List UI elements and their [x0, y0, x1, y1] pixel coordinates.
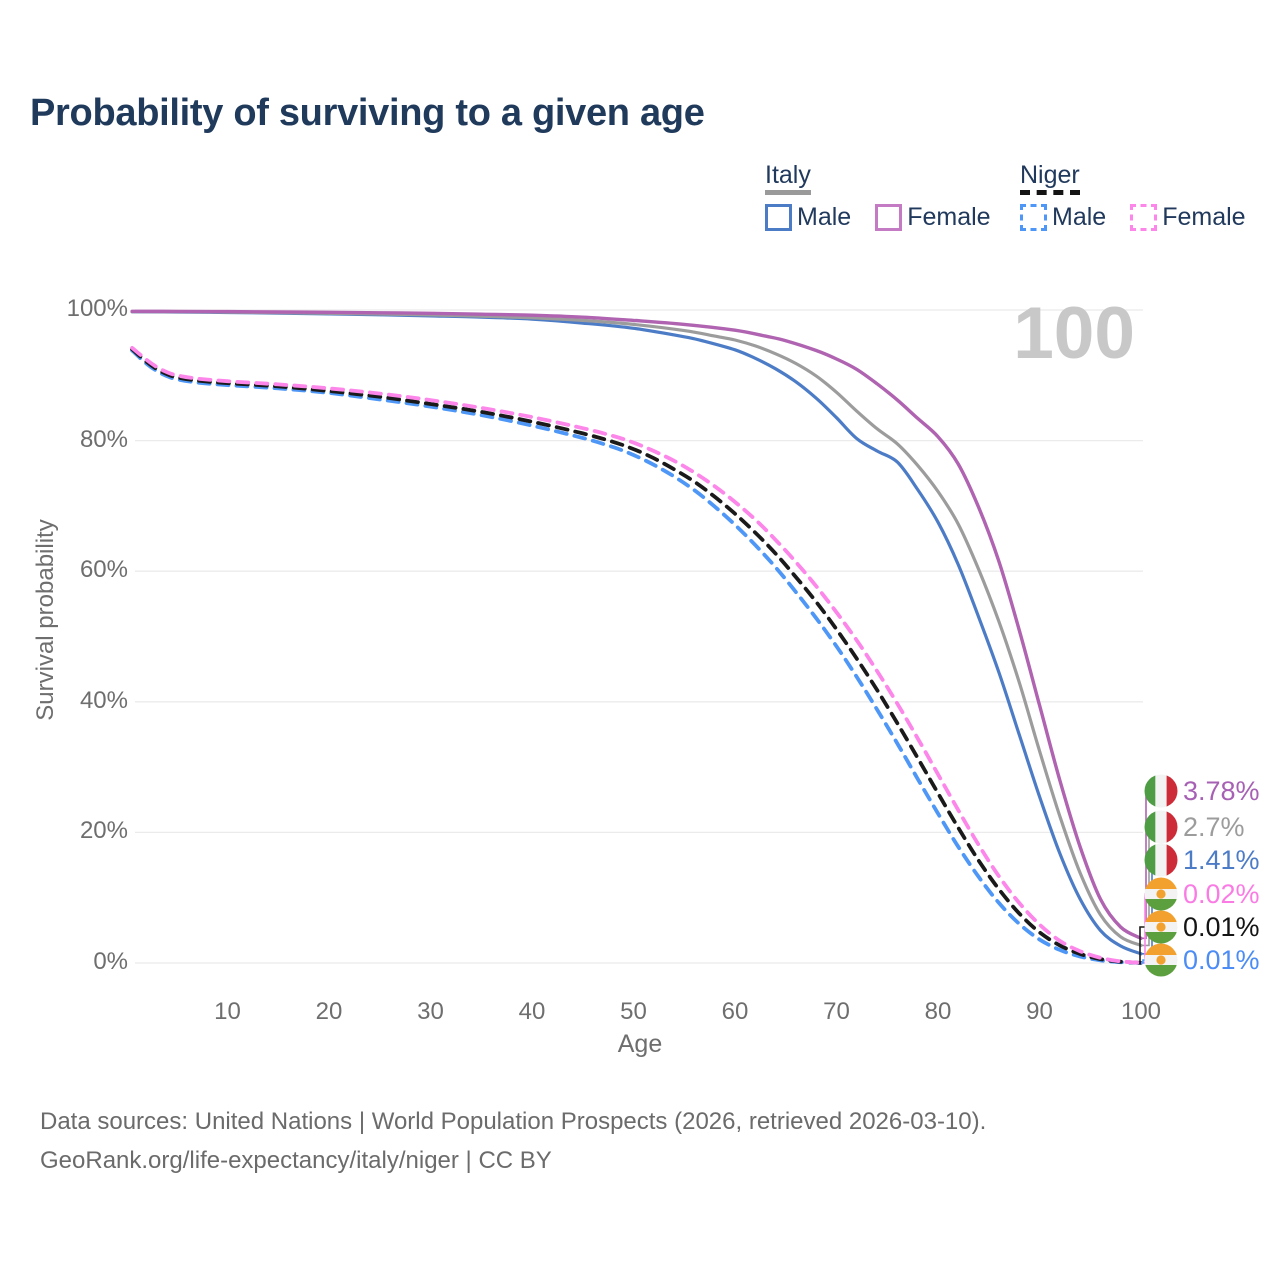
attribution-text: GeoRank.org/life-expectancy/italy/niger …	[40, 1147, 552, 1174]
legend-label-italy-male: Male	[797, 202, 852, 231]
data-sources-text: Data sources: United Nations | World Pop…	[40, 1108, 987, 1135]
end-label-niger_female: 0.02%	[1144, 877, 1260, 911]
x-tick-label: 30	[417, 998, 444, 1025]
legend-item-niger-female[interactable]: Female	[1130, 202, 1246, 232]
legend-label-niger-male: Male	[1052, 202, 1107, 231]
end-label-niger_male: 0.01%	[1144, 943, 1260, 977]
x-tick-label: 20	[315, 998, 343, 1025]
x-tick-label: 100	[1120, 998, 1162, 1025]
y-tick-label: 80%	[79, 425, 128, 453]
series-line-niger_female[interactable]	[130, 346, 1143, 965]
x-tick-label: 10	[214, 998, 241, 1025]
y-tick-label: 0%	[93, 948, 128, 975]
legend-label-italy-female: Female	[907, 202, 991, 231]
italy-female-swatch-icon	[875, 203, 903, 231]
end-label-value: 0.01%	[1183, 944, 1260, 975]
legend-header-italy: Italy	[765, 161, 811, 195]
x-tick-label: 90	[1026, 998, 1053, 1025]
x-tick-label: 70	[823, 998, 850, 1025]
x-tick-label: 80	[924, 998, 952, 1025]
legend-item-niger-male[interactable]: Male	[1020, 203, 1106, 232]
italy-flag-icon	[1144, 810, 1178, 844]
y-tick-label: 40%	[79, 686, 128, 714]
y-tick-label: 100%	[66, 295, 128, 322]
niger-flag-icon	[1144, 910, 1178, 944]
end-label-value: 2.7%	[1183, 811, 1245, 842]
legend-item-italy-male[interactable]: Male	[765, 203, 851, 232]
end-label-italy_female: 3.78%	[1144, 774, 1260, 808]
age-counter-watermark: 100	[1013, 293, 1135, 374]
end-label-value: 0.01%	[1183, 911, 1260, 942]
y-tick-label: 60%	[79, 556, 128, 584]
x-tick-label: 40	[518, 998, 546, 1025]
series-line-italy_female[interactable]	[130, 309, 1143, 940]
niger-flag-icon	[1144, 877, 1178, 911]
legend-label-niger-female: Female	[1162, 202, 1246, 231]
italy-flag-icon	[1144, 843, 1178, 877]
series-line-niger_total[interactable]	[130, 347, 1143, 965]
page-title: Probability of surviving to a given age	[30, 92, 705, 134]
x-tick-label: 50	[620, 998, 647, 1025]
end-label-niger_total: 0.01%	[1144, 910, 1260, 944]
legend-group-italy: Italy Male Female	[765, 161, 991, 232]
end-label-italy_total: 2.7%	[1144, 810, 1245, 844]
series-line-italy_total[interactable]	[130, 310, 1143, 947]
italy-male-swatch-icon	[765, 203, 792, 231]
italy-flag-icon	[1144, 774, 1178, 808]
end-label-value: 3.78%	[1183, 775, 1260, 806]
end-label-italy_male: 1.41%	[1144, 843, 1260, 877]
niger-female-swatch-icon	[1130, 203, 1158, 231]
y-tick-label: 20%	[79, 817, 128, 845]
x-tick-label: 60	[721, 998, 749, 1025]
end-label-value: 1.41%	[1183, 844, 1260, 875]
series-line-italy_male[interactable]	[130, 310, 1143, 956]
niger-flag-icon	[1144, 943, 1178, 977]
legend-item-italy-female[interactable]: Female	[875, 202, 991, 232]
end-label-value: 0.02%	[1183, 878, 1260, 909]
series-line-niger_male[interactable]	[130, 348, 1143, 965]
x-axis-title: Age	[617, 1030, 663, 1058]
niger-male-swatch-icon	[1020, 203, 1047, 231]
legend-header-niger: Niger	[1020, 161, 1080, 195]
legend-group-niger: Niger Male Female	[1020, 161, 1246, 232]
